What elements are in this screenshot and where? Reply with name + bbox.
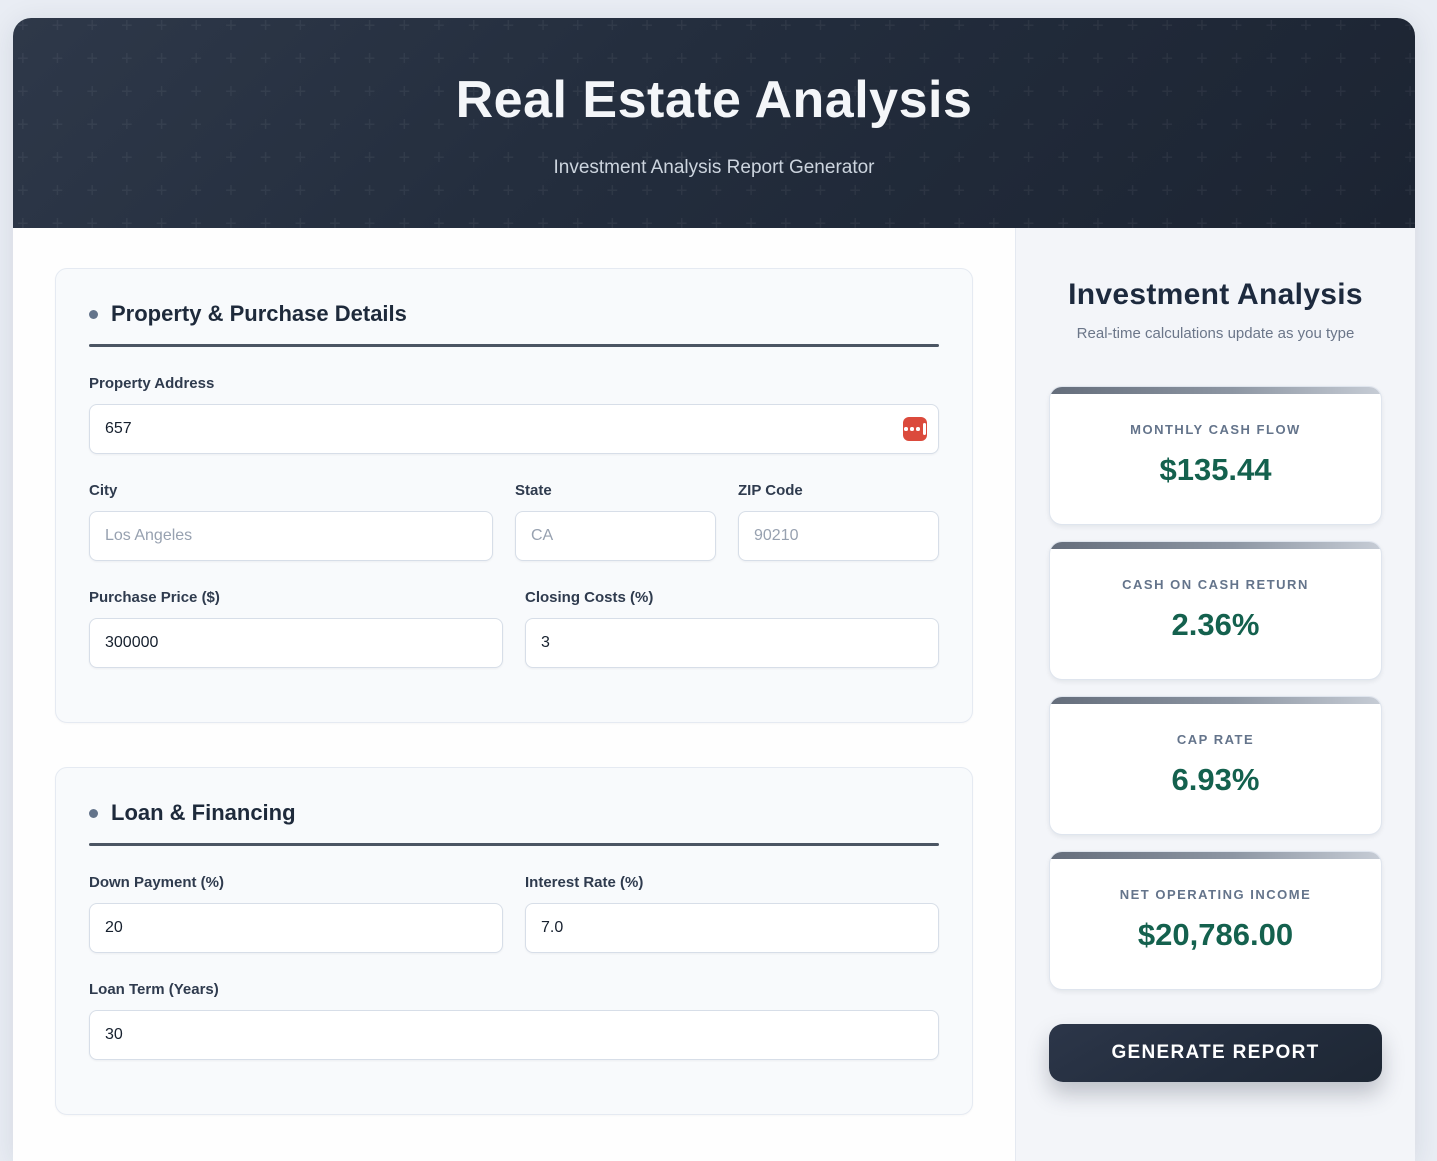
- purchase-price-input[interactable]: [89, 618, 503, 668]
- page-title: Real Estate Analysis: [455, 71, 973, 129]
- metric-value: 2.36%: [1171, 607, 1260, 642]
- closing-costs-label: Closing Costs (%): [525, 589, 654, 606]
- field-city: City: [89, 482, 493, 561]
- autofill-dot: [916, 427, 920, 431]
- field-closing-costs: Closing Costs (%): [525, 589, 939, 668]
- property-address-input-wrap: [89, 404, 939, 454]
- field-zip: ZIP Code: [738, 482, 939, 561]
- section-divider: [89, 344, 939, 347]
- down-payment-label: Down Payment (%): [89, 874, 225, 891]
- down-payment-input[interactable]: [89, 903, 503, 953]
- metric-value: $20,786.00: [1137, 917, 1294, 952]
- section-property-title: Property & Purchase Details: [111, 301, 407, 326]
- interest-rate-label: Interest Rate (%): [525, 874, 644, 891]
- property-address-label: Property Address: [89, 375, 215, 392]
- loan-term-input[interactable]: [89, 1010, 939, 1060]
- metric-label: CAP RATE: [1176, 732, 1255, 747]
- section-divider: [89, 843, 939, 846]
- section-property-header: Property & Purchase Details: [89, 301, 939, 327]
- metric-value: 6.93%: [1171, 762, 1260, 797]
- app-header: ++++++++++++++++++++++++++++++++++++++++…: [13, 18, 1415, 228]
- state-input[interactable]: [515, 511, 716, 561]
- password-autofill-icon[interactable]: [903, 417, 927, 441]
- app-container: ++++++++++++++++++++++++++++++++++++++++…: [13, 18, 1415, 1161]
- city-label: City: [89, 482, 118, 499]
- field-state: State: [515, 482, 716, 561]
- field-loan-term: Loan Term (Years): [89, 981, 939, 1060]
- form-panel: Property & Purchase Details Property Add…: [13, 228, 1015, 1161]
- zip-input[interactable]: [738, 511, 939, 561]
- property-address-input[interactable]: [89, 404, 939, 454]
- loan-term-label: Loan Term (Years): [89, 981, 219, 998]
- metric-card-net-operating-income: NET OPERATING INCOME $20,786.00: [1049, 851, 1382, 990]
- bullet-icon: [89, 309, 98, 319]
- city-state-zip-row: City State ZIP Code: [89, 482, 939, 561]
- metric-card-cap-rate: CAP RATE 6.93%: [1049, 696, 1382, 835]
- analysis-sidebar: Investment Analysis Real-time calculatio…: [1015, 228, 1415, 1161]
- sidebar-title: Investment Analysis: [1068, 278, 1363, 311]
- autofill-dot: [904, 427, 908, 431]
- content-area: Property & Purchase Details Property Add…: [13, 228, 1415, 1161]
- field-down-payment: Down Payment (%): [89, 874, 503, 953]
- metric-label: MONTHLY CASH FLOW: [1130, 422, 1301, 437]
- header-content: Real Estate Analysis Investment Analysis…: [13, 18, 1415, 179]
- section-property-details: Property & Purchase Details Property Add…: [55, 268, 973, 723]
- interest-rate-input[interactable]: [525, 903, 939, 953]
- closing-costs-input[interactable]: [525, 618, 939, 668]
- down-interest-row: Down Payment (%) Interest Rate (%): [89, 874, 939, 953]
- city-input[interactable]: [89, 511, 493, 561]
- generate-report-button[interactable]: GENERATE REPORT: [1049, 1024, 1382, 1082]
- bullet-icon: [89, 808, 98, 818]
- price-closing-row: Purchase Price ($) Closing Costs (%): [89, 589, 939, 668]
- metric-label: NET OPERATING INCOME: [1119, 887, 1312, 902]
- metric-card-monthly-cash-flow: MONTHLY CASH FLOW $135.44: [1049, 386, 1382, 525]
- page-subtitle: Investment Analysis Report Generator: [553, 157, 875, 178]
- autofill-dot: [910, 427, 914, 431]
- field-purchase-price: Purchase Price ($): [89, 589, 503, 668]
- metric-value: $135.44: [1159, 452, 1272, 487]
- section-loan-financing: Loan & Financing Down Payment (%) Intere…: [55, 767, 973, 1115]
- section-loan-title: Loan & Financing: [111, 800, 296, 825]
- metric-card-cash-on-cash-return: CASH ON CASH RETURN 2.36%: [1049, 541, 1382, 680]
- field-property-address: Property Address: [89, 375, 939, 454]
- section-loan-header: Loan & Financing: [89, 800, 939, 826]
- sidebar-subtitle: Real-time calculations update as you typ…: [1076, 325, 1355, 342]
- autofill-cursor-bar: [923, 423, 926, 435]
- state-label: State: [515, 482, 552, 499]
- zip-label: ZIP Code: [738, 482, 803, 499]
- field-interest-rate: Interest Rate (%): [525, 874, 939, 953]
- purchase-price-label: Purchase Price ($): [89, 589, 220, 606]
- metric-label: CASH ON CASH RETURN: [1122, 577, 1309, 592]
